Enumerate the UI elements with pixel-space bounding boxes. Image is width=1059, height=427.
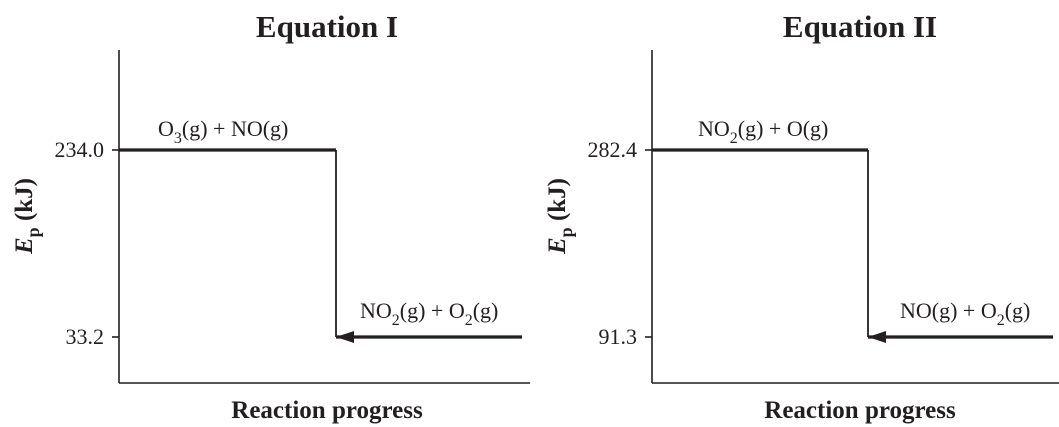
reactant-species-label: NO2​(g) + O(g) [698,116,828,147]
y-tick-label-products: 33.2 [66,324,105,349]
y-axis-label: Ep (kJ) [544,178,576,255]
panel-title: Equation I [256,9,398,44]
panel-equation-1: Equation I 234.0 33.2 O3​(g) + NO(g) NO2… [11,9,530,424]
y-tick-label-reactants: 282.4 [588,137,638,162]
y-tick-label-products: 91.3 [599,324,638,349]
y-axis-label: Ep (kJ) [11,178,43,255]
product-species-label: NO2​(g) + O2​(g) [360,298,498,329]
x-axis-label: Reaction progress [231,397,423,424]
panel-title: Equation II [783,9,937,44]
product-species-label: NO(g) + O2​(g) [900,298,1030,329]
x-axis-label: Reaction progress [764,397,956,424]
panel-equation-2: Equation II 282.4 91.3 NO2​(g) + O(g) NO… [544,9,1059,424]
reactant-species-label: O3​(g) + NO(g) [158,116,288,147]
y-tick-label-reactants: 234.0 [55,137,105,162]
